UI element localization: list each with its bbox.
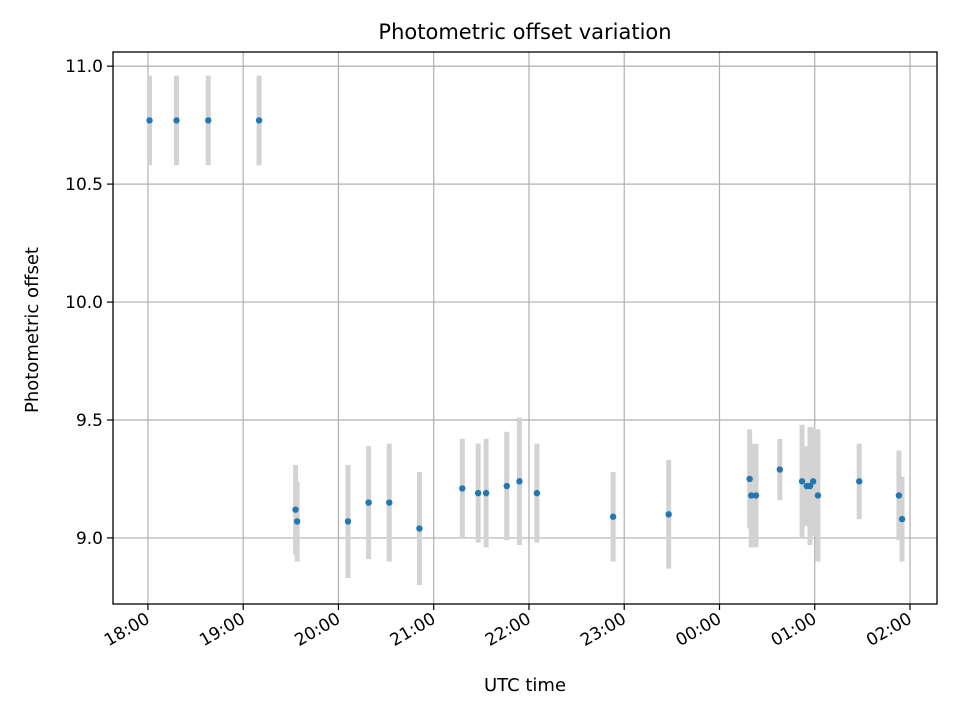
data-point xyxy=(173,117,180,124)
data-point xyxy=(344,518,352,525)
data-point xyxy=(798,478,806,485)
data-point xyxy=(503,482,510,490)
data-point xyxy=(665,511,672,518)
y-axis-label: Photometric offset xyxy=(22,247,43,413)
x-axis-label: UTC time xyxy=(484,675,566,696)
data-point xyxy=(474,489,482,497)
data-point xyxy=(386,499,393,506)
y-tick-label: 11.0 xyxy=(65,57,103,77)
data-point xyxy=(482,489,490,497)
y-tick-label: 10.5 xyxy=(65,175,103,195)
data-point xyxy=(293,518,301,525)
y-tick-label: 10.0 xyxy=(65,293,103,313)
data-point xyxy=(609,513,617,520)
data-point xyxy=(146,117,153,124)
plot-frame xyxy=(112,51,938,605)
data-point xyxy=(748,492,755,499)
data-point xyxy=(776,466,784,473)
y-axis: 9.0 9.5 10.0 10.5 11.0 xyxy=(65,57,113,549)
data-point xyxy=(205,117,212,124)
data-point xyxy=(292,506,299,513)
y-tick-label: 9.5 xyxy=(76,411,103,431)
chart-title: Photometric offset variation xyxy=(378,20,671,44)
data-point xyxy=(516,478,523,485)
y-tick-label: 9.0 xyxy=(76,529,103,549)
data-point xyxy=(898,515,906,523)
data-point xyxy=(255,117,263,124)
data-points xyxy=(146,117,906,532)
data-point xyxy=(809,478,817,485)
data-point xyxy=(365,499,372,506)
data-point xyxy=(752,492,760,499)
data-point xyxy=(533,489,541,497)
data-point xyxy=(416,525,423,532)
data-point xyxy=(856,478,863,485)
data-point xyxy=(806,482,814,490)
data-point xyxy=(459,485,466,492)
data-point xyxy=(746,475,753,483)
data-point xyxy=(814,492,822,499)
data-point xyxy=(895,492,903,499)
